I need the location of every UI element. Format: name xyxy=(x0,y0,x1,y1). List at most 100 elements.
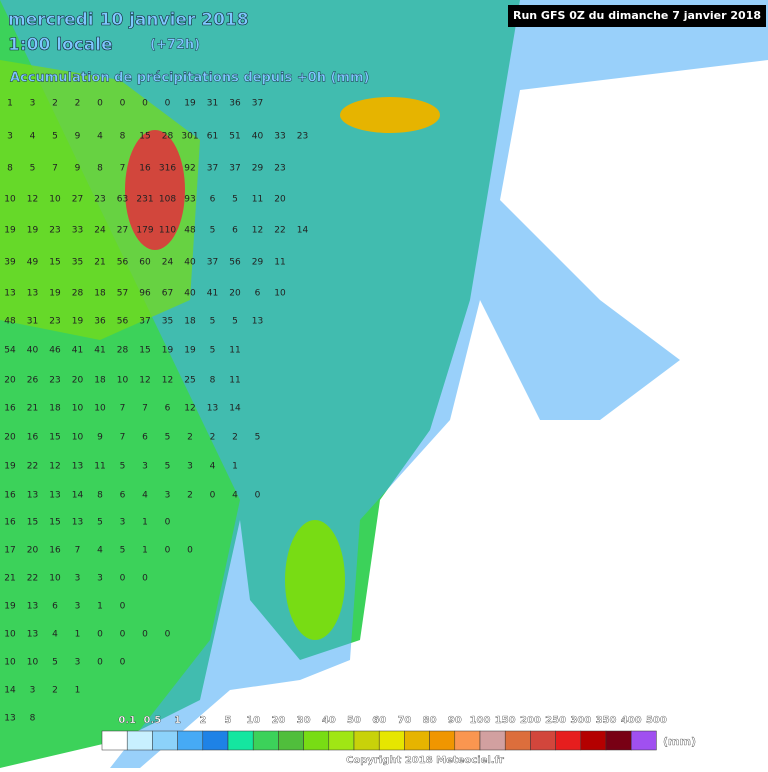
grid-value: 0 xyxy=(120,574,126,584)
grid-value: 0 xyxy=(120,658,126,668)
grid-value: 5 xyxy=(52,132,58,142)
copyright: Copyright 2018 Meteociel.fr xyxy=(346,755,504,766)
grid-value: 5 xyxy=(232,317,238,327)
grid-value: 4 xyxy=(52,630,58,640)
grid-value: 56 xyxy=(229,258,241,268)
grid-value: 51 xyxy=(229,132,240,142)
grid-value: 41 xyxy=(207,289,218,299)
grid-value: 1 xyxy=(232,462,238,472)
grid-value: 57 xyxy=(117,289,128,299)
grid-value: 61 xyxy=(207,132,218,142)
legend-label: 80 xyxy=(423,715,437,726)
grid-value: 8 xyxy=(7,164,13,174)
grid-value: 29 xyxy=(252,164,264,174)
grid-value: 49 xyxy=(27,258,39,268)
grid-value: 0 xyxy=(187,546,193,556)
grid-value: 5 xyxy=(165,462,171,472)
grid-value: 19 xyxy=(49,289,61,299)
grid-value: 41 xyxy=(94,346,105,356)
grid-value: 6 xyxy=(210,195,216,205)
grid-value: 1 xyxy=(142,546,148,556)
grid-value: 36 xyxy=(94,317,106,327)
grid-value: 18 xyxy=(184,317,196,327)
legend-swatch xyxy=(630,730,657,751)
grid-value: 0 xyxy=(142,99,148,109)
grid-value: 12 xyxy=(49,462,60,472)
grid-value: 2 xyxy=(52,99,58,109)
grid-value: 19 xyxy=(184,99,196,109)
legend-swatch xyxy=(580,730,607,751)
grid-value: 4 xyxy=(97,132,103,142)
grid-value: 60 xyxy=(139,258,151,268)
grid-value: 41 xyxy=(72,346,83,356)
grid-value: 13 xyxy=(72,462,83,472)
legend-label: 30 xyxy=(297,715,311,726)
grid-value: 19 xyxy=(4,226,16,236)
grid-value: 0 xyxy=(120,630,126,640)
grid-value: 19 xyxy=(27,226,39,236)
grid-value: 0 xyxy=(97,99,103,109)
grid-value: 11 xyxy=(252,195,263,205)
grid-value: 18 xyxy=(94,376,106,386)
grid-value: 5 xyxy=(30,164,36,174)
grid-value: 2 xyxy=(232,433,238,443)
grid-value: 8 xyxy=(97,491,103,501)
grid-value: 13 xyxy=(27,630,38,640)
grid-value: 1 xyxy=(97,602,103,612)
grid-value: 14 xyxy=(229,404,241,414)
grid-value: 31 xyxy=(27,317,38,327)
grid-value: 35 xyxy=(162,317,173,327)
grid-value: 46 xyxy=(49,346,61,356)
grid-value: 33 xyxy=(72,226,83,236)
grid-value: 27 xyxy=(72,195,83,205)
grid-value: 2 xyxy=(187,433,193,443)
grid-value: 11 xyxy=(274,258,285,268)
grid-value: 10 xyxy=(4,195,16,205)
grid-value: 17 xyxy=(4,546,15,556)
grid-value: 0 xyxy=(210,491,216,501)
grid-value: 37 xyxy=(252,99,263,109)
grid-value: 231 xyxy=(136,195,153,205)
grid-value: 3 xyxy=(165,491,171,501)
grid-value: 9 xyxy=(75,164,81,174)
grid-value: 23 xyxy=(49,226,60,236)
grid-value: 4 xyxy=(97,546,103,556)
legend-swatch xyxy=(530,730,556,751)
grid-value: 18 xyxy=(94,289,106,299)
legend-swatch xyxy=(404,730,430,751)
legend-swatch xyxy=(303,730,330,751)
legend-swatch xyxy=(378,730,405,751)
grid-value: 48 xyxy=(4,317,16,327)
grid-value: 10 xyxy=(274,289,286,299)
grid-value: 5 xyxy=(120,546,126,556)
grid-value: 40 xyxy=(27,346,39,356)
grid-value: 5 xyxy=(210,346,216,356)
grid-value: 40 xyxy=(184,289,196,299)
legend-swatch xyxy=(605,730,632,751)
grid-value: 39 xyxy=(4,258,16,268)
grid-value: 20 xyxy=(274,195,286,205)
grid-value: 10 xyxy=(117,376,129,386)
precip-mid xyxy=(0,60,200,340)
grid-value: 92 xyxy=(184,164,195,174)
legend-label: 2 xyxy=(199,715,206,726)
grid-value: 0 xyxy=(120,99,126,109)
legend-swatch xyxy=(479,730,506,751)
precip-max xyxy=(340,97,440,133)
legend-label: 10 xyxy=(246,715,260,726)
legend-swatch xyxy=(429,730,456,751)
legend-label: 20 xyxy=(271,715,285,726)
grid-value: 28 xyxy=(162,132,174,142)
grid-value: 96 xyxy=(139,289,151,299)
grid-value: 23 xyxy=(274,164,285,174)
grid-value: 0 xyxy=(165,546,171,556)
legend-label: 400 xyxy=(621,715,642,726)
grid-value: 36 xyxy=(229,99,241,109)
grid-value: 29 xyxy=(252,258,264,268)
grid-value: 12 xyxy=(184,404,195,414)
grid-value: 13 xyxy=(27,491,38,501)
grid-value: 16 xyxy=(4,491,16,501)
grid-value: 3 xyxy=(142,462,148,472)
grid-value: 19 xyxy=(72,317,84,327)
grid-value: 21 xyxy=(4,574,15,584)
